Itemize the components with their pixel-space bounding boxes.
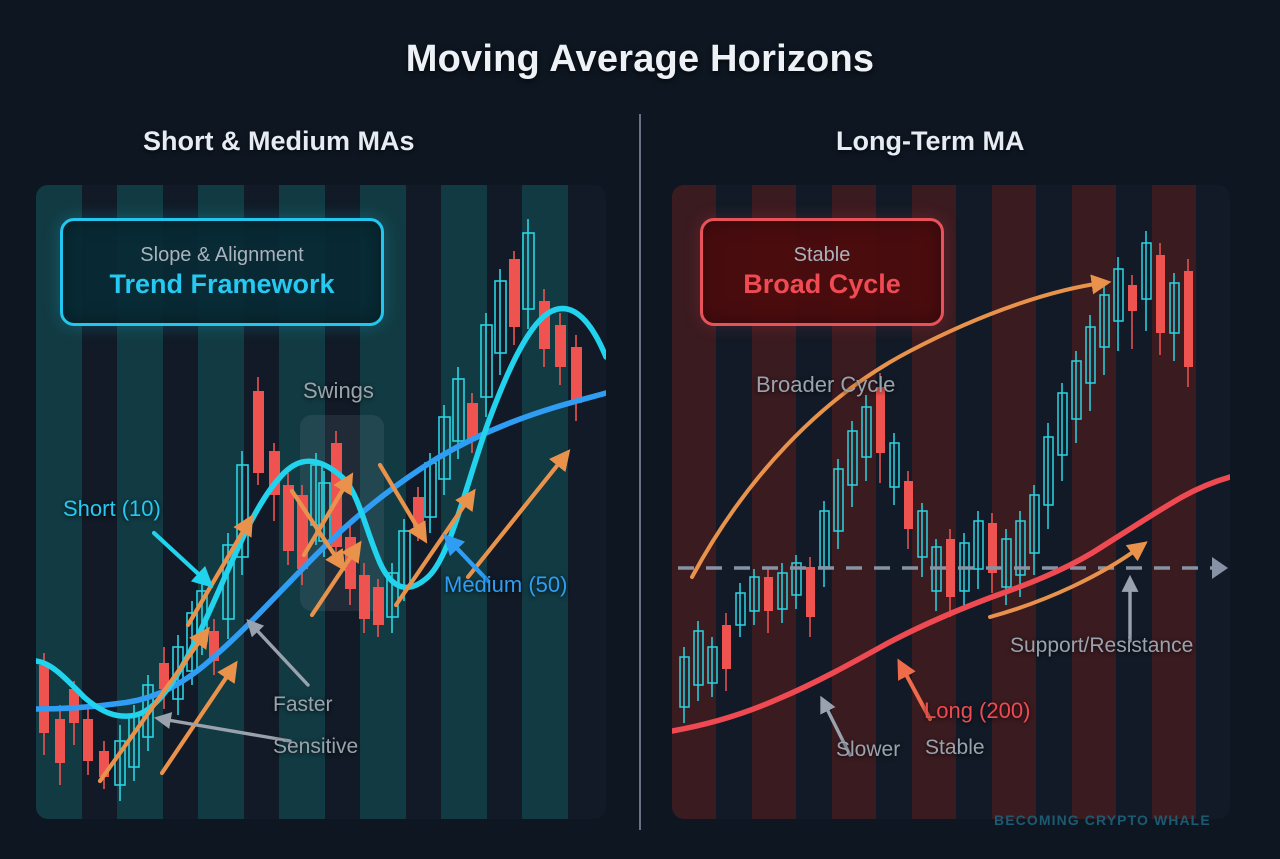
panel-divider xyxy=(639,114,641,830)
label-short-ma: Short (10) xyxy=(63,496,161,521)
label-medium-ma: Medium (50) xyxy=(444,572,568,597)
long-ma-line xyxy=(672,474,1230,734)
medium-ma-line xyxy=(36,390,606,712)
label-sensitive: Sensitive xyxy=(273,735,359,758)
left-callout-box[interactable]: Slope & Alignment Trend Framework xyxy=(60,218,384,326)
watermark: BECOMING CRYPTO WHALE xyxy=(994,812,1211,828)
left-callout-kicker: Slope & Alignment xyxy=(140,243,304,266)
long-ma-pointer-arrow xyxy=(897,658,932,721)
right-callout-main: Broad Cycle xyxy=(743,268,901,299)
left-chart-graphics xyxy=(36,219,606,801)
support-resistance-arrowhead xyxy=(1212,557,1228,579)
label-swings: Swings xyxy=(303,378,374,403)
label-support-resistance: Support/Resistance xyxy=(1010,634,1194,657)
left-trend-arrows xyxy=(97,449,571,784)
label-broader-cycle: Broader Cycle xyxy=(756,372,896,397)
short-ma-pointer-arrow xyxy=(151,530,214,588)
label-stable: Stable xyxy=(925,736,985,759)
right-gray-pointer-arrows xyxy=(820,574,1139,757)
left-panel-subtitle: Short & Medium MAs xyxy=(143,126,415,156)
broader-cycle-arrow xyxy=(690,274,1112,579)
label-slower: Slower xyxy=(836,738,901,761)
secondary-trend-arrow xyxy=(988,541,1148,619)
label-faster: Faster xyxy=(273,693,333,716)
right-callout-box[interactable]: Stable Broad Cycle xyxy=(700,218,944,326)
left-callout-main: Trend Framework xyxy=(109,268,335,299)
page-title: Moving Average Horizons xyxy=(405,38,875,80)
medium-ma-pointer-arrow xyxy=(443,533,491,584)
right-chart-graphics xyxy=(672,231,1230,757)
left-gray-pointer-arrows xyxy=(153,619,310,743)
label-long-ma: Long (200) xyxy=(924,698,1031,723)
right-panel-subtitle: Long-Term MA xyxy=(836,126,1025,156)
right-candlestick-series xyxy=(679,231,1193,723)
right-callout-kicker: Stable xyxy=(793,243,851,266)
